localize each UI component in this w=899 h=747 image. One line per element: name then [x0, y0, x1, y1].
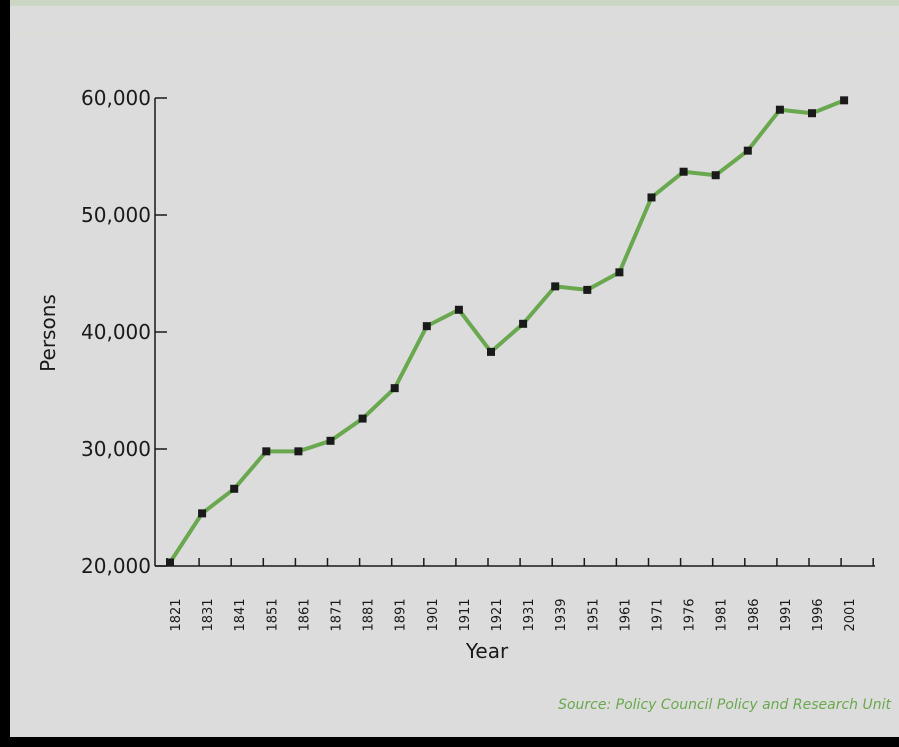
data-point [358, 414, 367, 423]
data-point [551, 282, 560, 291]
data-point [679, 167, 688, 176]
data-point [487, 347, 495, 356]
x-tick-label: 1841 [233, 598, 248, 631]
data-point [647, 193, 656, 202]
x-tick-label: 1971 [651, 598, 666, 631]
data-point [422, 322, 431, 331]
top-rule [10, 34, 899, 35]
x-tick-label: 1861 [297, 598, 312, 631]
data-point [198, 509, 207, 518]
data-point [294, 447, 303, 456]
data-point [166, 558, 174, 567]
x-tick-label: 1911 [458, 598, 473, 631]
data-point [840, 96, 849, 105]
x-tick-label: 1981 [715, 598, 730, 631]
x-tick-label: 2001 [843, 598, 858, 631]
data-point [454, 305, 463, 314]
series-persons [166, 96, 849, 567]
data-point [711, 171, 720, 180]
x-tick-label: 1939 [554, 598, 569, 631]
x-tick-label: 1931 [522, 598, 537, 631]
data-point [390, 384, 399, 393]
x-tick-label: 1871 [330, 598, 345, 631]
data-point [326, 436, 335, 445]
x-tick-label: 1986 [747, 598, 762, 631]
x-tick-label: 1901 [426, 598, 441, 631]
x-tick-label: 1881 [362, 598, 377, 631]
y-tick-label: 20,000 [81, 554, 151, 578]
y-tick-label: 40,000 [81, 320, 151, 344]
x-tick-label: 1961 [618, 598, 633, 631]
data-point [615, 268, 624, 277]
data-point [775, 105, 784, 114]
x-axis-title: Year [465, 639, 509, 663]
x-tick-label: 1976 [683, 598, 698, 631]
x-tick-label: 1996 [811, 598, 826, 631]
y-axis-title: Persons [36, 294, 60, 372]
x-tick-label: 1951 [586, 598, 601, 631]
x-axis: 1821 1831 1841 1851 1861 1871 1881 1891 1901 1911… [155, 558, 875, 632]
x-tick-label: 1851 [265, 598, 280, 631]
data-point [230, 484, 239, 493]
data-point [519, 319, 528, 328]
data-point [808, 109, 816, 118]
x-tick-label: 1831 [201, 598, 216, 631]
y-axis: 20,000 30,000 40,000 50,000 60,000 [81, 86, 167, 578]
x-tick-label: 1821 [169, 598, 184, 631]
y-tick-label: 60,000 [81, 86, 151, 110]
x-tick-label: 1891 [394, 598, 409, 631]
data-point [262, 447, 271, 456]
series-line [168, 98, 845, 564]
y-tick-label: 50,000 [81, 203, 151, 227]
chart-frame: 20,000 30,000 40,000 50,000 60,000 1821 1831 1… [10, 0, 899, 737]
data-point [583, 285, 592, 294]
top-bar [10, 0, 899, 6]
x-tick-label: 1921 [490, 598, 505, 631]
x-tick-label: 1991 [779, 598, 794, 631]
y-tick-label: 30,000 [81, 437, 151, 461]
source-note: Source: Policy Council Policy and Resear… [558, 697, 891, 713]
data-point [743, 146, 752, 155]
